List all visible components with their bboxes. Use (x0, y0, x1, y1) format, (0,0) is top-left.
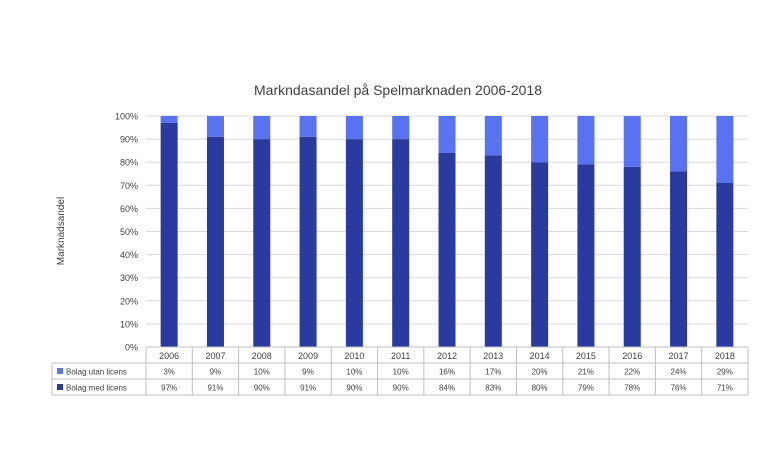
bar-bolag-utan-licens (392, 116, 410, 140)
legend-label: Bolag utan licens (66, 368, 127, 377)
y-axis-ticks: 0% 10% 20% 30% 40% 50% 60% 70% 80% 90% 100% (115, 112, 138, 353)
data-label: 24% (671, 368, 687, 377)
x-tick-label: 2006 (159, 351, 179, 361)
x-tick-label: 2010 (344, 351, 364, 361)
bar-bolag-med-licens (253, 139, 271, 347)
data-label: 9% (302, 368, 314, 377)
x-tick-label: 2009 (298, 351, 318, 361)
data-label: 91% (300, 384, 316, 393)
y-tick-label: 10% (120, 319, 138, 329)
bar-bolag-utan-licens (577, 116, 595, 165)
bar-bolag-med-licens (160, 122, 178, 348)
data-table: 2006 2007 2008 2009 2010 2011 2012 2013 2014 2015… (51, 346, 749, 396)
x-tick-label: 2008 (252, 351, 272, 361)
bar-bolag-med-licens (438, 152, 456, 347)
bar-bolag-utan-licens (484, 116, 502, 156)
y-tick-label: 80% (120, 158, 138, 168)
data-label: 76% (671, 384, 687, 393)
bar-bolag-med-licens (716, 182, 734, 347)
x-tick-label: 2013 (483, 351, 503, 361)
y-tick-label: 20% (120, 296, 138, 306)
legend-swatch (57, 368, 63, 374)
bar-bolag-med-licens (623, 166, 641, 347)
x-tick-label: 2011 (391, 351, 410, 361)
data-label: 3% (163, 368, 175, 377)
data-label: 21% (578, 368, 594, 377)
data-label: 29% (717, 368, 733, 377)
data-label: 10% (393, 368, 409, 377)
legend-label: Bolag med licens (66, 384, 127, 393)
y-tick-label: 40% (120, 250, 138, 260)
bar-bolag-med-licens (345, 139, 363, 347)
bar-bolag-med-licens (531, 162, 549, 347)
data-label: 71% (717, 384, 733, 393)
data-label: 79% (578, 384, 594, 393)
bar-bolag-med-licens (206, 136, 224, 347)
x-tick-label: 2015 (576, 351, 596, 361)
data-label: 84% (439, 384, 455, 393)
bar-bolag-med-licens (299, 136, 317, 347)
y-tick-label: 50% (120, 227, 138, 237)
bar-bolag-utan-licens (253, 116, 271, 140)
legend-swatch (57, 384, 63, 390)
y-tick-label: 70% (120, 181, 138, 191)
data-label: 97% (161, 384, 177, 393)
x-tick-label: 2016 (622, 351, 642, 361)
data-label: 17% (485, 368, 501, 377)
bar-bolag-med-licens (670, 171, 688, 347)
y-tick-label: 90% (120, 135, 138, 145)
bar-bolag-utan-licens (623, 116, 641, 167)
x-tick-label: 2018 (715, 351, 735, 361)
data-label: 22% (624, 368, 640, 377)
data-label: 16% (439, 368, 455, 377)
data-label: 90% (393, 384, 409, 393)
x-tick-label: 2014 (530, 351, 550, 361)
bar-bolag-utan-licens (716, 116, 734, 183)
x-tick-label: 2012 (437, 351, 457, 361)
y-tick-label: 30% (120, 273, 138, 283)
data-label: 10% (346, 368, 362, 377)
data-label: 78% (624, 384, 640, 393)
data-label: 83% (485, 384, 501, 393)
bar-bolag-utan-licens (206, 116, 224, 137)
x-tick-label: 2017 (669, 351, 689, 361)
data-label: 10% (254, 368, 270, 377)
data-label: 90% (254, 384, 270, 393)
bar-bolag-utan-licens (531, 116, 549, 163)
bar-bolag-utan-licens (160, 116, 178, 123)
bar-bolag-med-licens (484, 155, 502, 347)
y-tick-label: 0% (125, 343, 138, 353)
y-axis-label: Marknadsandel (56, 197, 67, 265)
bar-bolag-med-licens (577, 164, 595, 347)
y-tick-label: 60% (120, 204, 138, 214)
data-label: 20% (532, 368, 548, 377)
chart-title: Markndasandel på Spelmarknaden 2006-2018 (254, 82, 542, 98)
data-label: 80% (532, 384, 548, 393)
bars (160, 116, 734, 348)
data-label: 91% (207, 384, 223, 393)
data-label: 9% (210, 368, 222, 377)
bar-bolag-utan-licens (299, 116, 317, 137)
bar-bolag-utan-licens (670, 116, 688, 172)
x-tick-label: 2007 (205, 351, 225, 361)
data-label: 90% (346, 384, 362, 393)
bar-bolag-med-licens (392, 139, 410, 347)
y-tick-label: 100% (115, 112, 138, 122)
bar-bolag-utan-licens (345, 116, 363, 140)
bar-bolag-utan-licens (438, 116, 456, 153)
